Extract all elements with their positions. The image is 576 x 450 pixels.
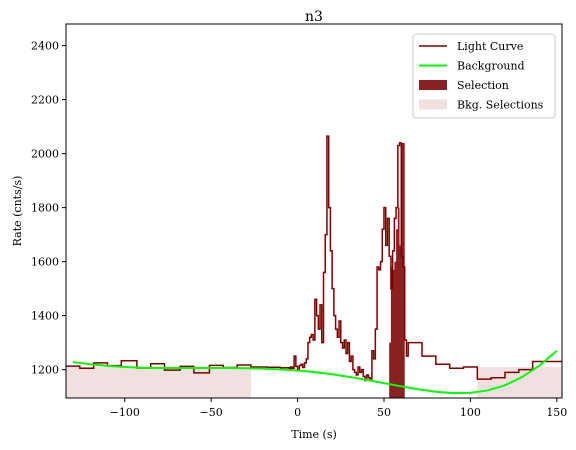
y-tick-label-4: 2000: [31, 148, 59, 161]
legend-label-0: Light Curve: [457, 40, 523, 53]
series-light-curve: [66, 135, 562, 382]
x-tick-label-3: 50: [377, 406, 391, 419]
y-tick-label-5: 2200: [31, 94, 59, 107]
y-axis-ticks: 1200 1400 1600 1800 2000 2200 2400: [31, 40, 66, 377]
legend-label-3: Bkg. Selections: [457, 99, 544, 112]
y-tick-label-6: 2400: [31, 40, 59, 53]
bkg-selection-0: [66, 366, 251, 398]
x-axis-label: Time (s): [291, 428, 337, 441]
selection-fill: [389, 142, 405, 398]
series-background: [72, 349, 558, 395]
legend-box: [412, 33, 556, 119]
y-tick-label-3: 1800: [31, 202, 59, 215]
bkg-selection-1: [477, 366, 562, 398]
legend-label-2: Selection: [457, 79, 509, 92]
legend-swatch-2: [419, 80, 447, 90]
y-tick-label-0: 1200: [31, 364, 59, 377]
y-tick-label-2: 1600: [31, 256, 59, 269]
legend: Light Curve Background Selection Bkg. Selec…: [412, 33, 556, 119]
bkg-selection-regions: [66, 366, 562, 398]
x-tick-label-0: −100: [110, 406, 140, 419]
x-axis-ticks: −100 −50 0 50 100 150: [110, 398, 567, 419]
x-tick-label-1: −50: [200, 406, 223, 419]
selection-region: [389, 142, 405, 398]
y-axis-label: Rate (cnts/s): [11, 176, 24, 247]
x-tick-label-2: 0: [294, 406, 301, 419]
plot-frame: [65, 23, 563, 399]
x-tick-label-5: 150: [546, 406, 567, 419]
series-layer: [66, 135, 562, 395]
x-tick-label-4: 100: [460, 406, 481, 419]
legend-swatch-3: [419, 99, 447, 110]
y-tick-label-1: 1400: [31, 310, 59, 323]
chart-title: n3: [305, 9, 323, 25]
legend-label-1: Background: [457, 60, 525, 73]
